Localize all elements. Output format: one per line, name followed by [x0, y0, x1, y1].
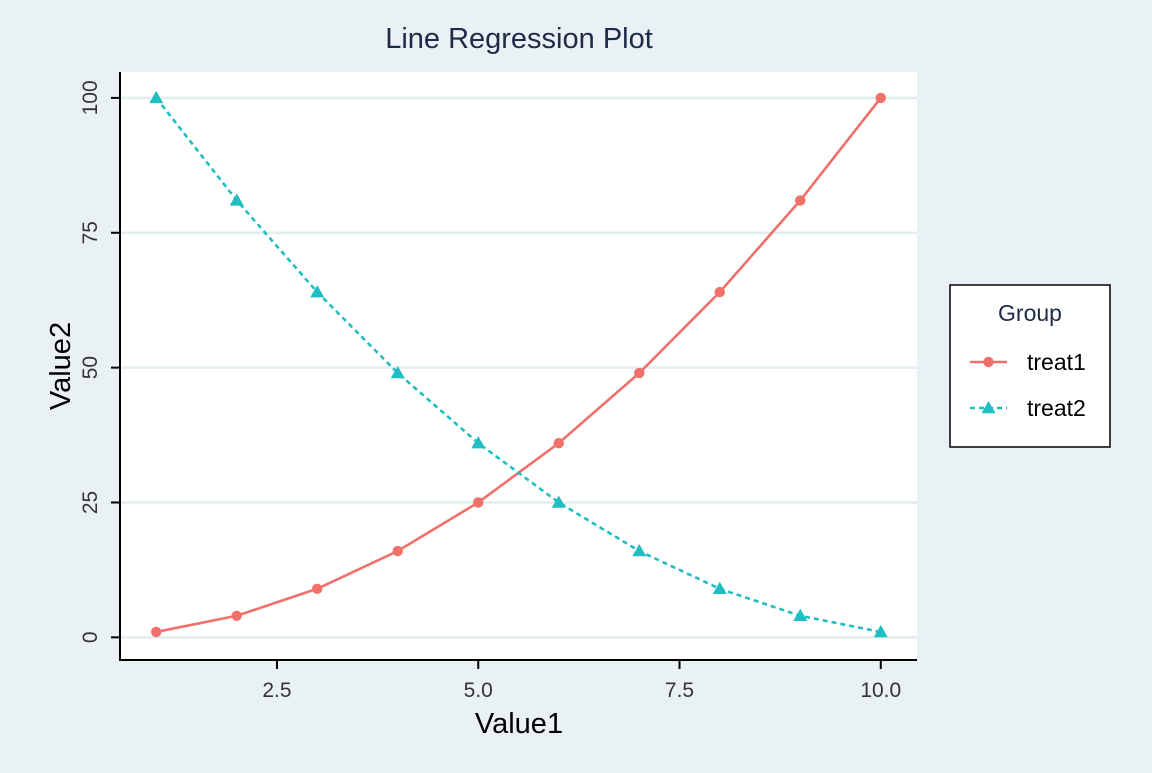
data-point-treat2	[712, 581, 727, 595]
data-point-treat1	[473, 497, 484, 508]
legend-marker-treat2	[981, 400, 996, 414]
data-point-treat1	[634, 367, 645, 379]
data-point-treat1	[795, 195, 806, 206]
x-axis-label: Value1	[475, 708, 563, 740]
data-point-treat1	[151, 626, 162, 638]
axis-ticks: 0 25 50 75 100 2.5 5.0 7.5 10.0	[79, 80, 901, 702]
data-point-treat2	[390, 365, 405, 379]
x-tick-label: 2.5	[262, 679, 291, 702]
data-point-treat2	[229, 193, 244, 206]
data-point-treat2	[873, 624, 888, 638]
legend-label: treat1	[1027, 349, 1086, 375]
x-tick-label: 5.0	[464, 679, 493, 702]
legend-label: treat2	[1027, 395, 1086, 421]
data-point-treat2	[149, 90, 164, 104]
x-tick-label: 10.0	[860, 679, 901, 702]
data-point-treat2	[793, 608, 808, 622]
data-point-treat1	[312, 583, 323, 594]
y-axis-label: Value2	[45, 322, 77, 410]
data-point-treat2	[310, 285, 325, 298]
chart-title: Line Regression Plot	[385, 23, 653, 55]
data-point-treat2	[551, 495, 566, 508]
x-tick-label: 7.5	[665, 679, 694, 702]
data-point-treat2	[471, 436, 486, 449]
data-point-treat1	[714, 286, 725, 298]
y-tick-label: 100	[79, 80, 102, 115]
legend-title: Group	[998, 300, 1062, 326]
data-point-treat1	[392, 545, 403, 557]
legend: Group treat1 treat2	[949, 284, 1111, 448]
data-point-treat2	[632, 544, 647, 557]
y-tick-label: 0	[79, 631, 102, 643]
y-tick-label: 75	[79, 221, 102, 244]
data-point-treat1	[875, 92, 886, 104]
data-point-treat1	[553, 437, 564, 449]
grid-lines	[120, 96, 917, 639]
plot-panel	[120, 72, 917, 660]
y-tick-label: 25	[79, 491, 102, 514]
series-layer	[149, 90, 888, 638]
series-line-treat2	[155, 97, 882, 634]
legend-items: treat1 treat2	[970, 349, 1086, 421]
data-point-treat1	[231, 610, 242, 621]
legend-box	[949, 284, 1111, 448]
legend-marker-treat1	[983, 356, 994, 368]
y-tick-label: 50	[79, 356, 102, 379]
